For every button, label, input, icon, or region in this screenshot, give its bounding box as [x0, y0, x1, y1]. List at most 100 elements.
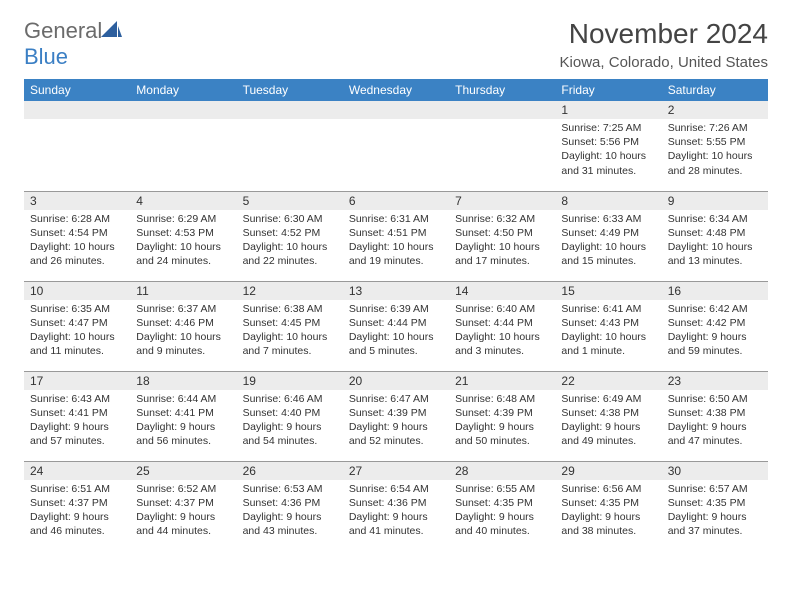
sunset-text: Sunset: 4:39 PM: [349, 406, 443, 420]
calendar-week-row: 1Sunrise: 7:25 AMSunset: 5:56 PMDaylight…: [24, 101, 768, 191]
calendar-day-cell: 22Sunrise: 6:49 AMSunset: 4:38 PMDayligh…: [555, 371, 661, 461]
calendar-table: Sunday Monday Tuesday Wednesday Thursday…: [24, 79, 768, 551]
day-header: Wednesday: [343, 79, 449, 101]
day-header: Saturday: [662, 79, 768, 101]
sunrise-text: Sunrise: 6:30 AM: [243, 212, 337, 226]
daylight-text: Daylight: 10 hours and 15 minutes.: [561, 240, 655, 268]
day-number: 17: [24, 372, 130, 390]
calendar-day-cell: 13Sunrise: 6:39 AMSunset: 4:44 PMDayligh…: [343, 281, 449, 371]
daylight-text: Daylight: 9 hours and 54 minutes.: [243, 420, 337, 448]
sunrise-text: Sunrise: 6:48 AM: [455, 392, 549, 406]
daylight-text: Daylight: 10 hours and 22 minutes.: [243, 240, 337, 268]
sunrise-text: Sunrise: 6:53 AM: [243, 482, 337, 496]
sunset-text: Sunset: 5:55 PM: [668, 135, 762, 149]
sunset-text: Sunset: 5:56 PM: [561, 135, 655, 149]
day-content: Sunrise: 6:43 AMSunset: 4:41 PMDaylight:…: [24, 390, 130, 451]
calendar-day-cell: 19Sunrise: 6:46 AMSunset: 4:40 PMDayligh…: [237, 371, 343, 461]
calendar-day-cell: 25Sunrise: 6:52 AMSunset: 4:37 PMDayligh…: [130, 461, 236, 551]
sunrise-text: Sunrise: 7:25 AM: [561, 121, 655, 135]
sunset-text: Sunset: 4:35 PM: [455, 496, 549, 510]
day-number: 7: [449, 192, 555, 210]
calendar-day-cell: 24Sunrise: 6:51 AMSunset: 4:37 PMDayligh…: [24, 461, 130, 551]
day-number: 18: [130, 372, 236, 390]
day-header: Sunday: [24, 79, 130, 101]
day-content: Sunrise: 6:31 AMSunset: 4:51 PMDaylight:…: [343, 210, 449, 271]
sunset-text: Sunset: 4:38 PM: [561, 406, 655, 420]
calendar-day-cell: 12Sunrise: 6:38 AMSunset: 4:45 PMDayligh…: [237, 281, 343, 371]
calendar-day-cell: 8Sunrise: 6:33 AMSunset: 4:49 PMDaylight…: [555, 191, 661, 281]
daylight-text: Daylight: 9 hours and 44 minutes.: [136, 510, 230, 538]
calendar-week-row: 3Sunrise: 6:28 AMSunset: 4:54 PMDaylight…: [24, 191, 768, 281]
daylight-text: Daylight: 10 hours and 5 minutes.: [349, 330, 443, 358]
day-content: Sunrise: 6:33 AMSunset: 4:49 PMDaylight:…: [555, 210, 661, 271]
sunrise-text: Sunrise: 6:57 AM: [668, 482, 762, 496]
sunset-text: Sunset: 4:52 PM: [243, 226, 337, 240]
day-number: 2: [662, 101, 768, 119]
calendar-day-cell: 5Sunrise: 6:30 AMSunset: 4:52 PMDaylight…: [237, 191, 343, 281]
calendar-day-cell: 7Sunrise: 6:32 AMSunset: 4:50 PMDaylight…: [449, 191, 555, 281]
day-number: 21: [449, 372, 555, 390]
day-content: Sunrise: 6:39 AMSunset: 4:44 PMDaylight:…: [343, 300, 449, 361]
sunset-text: Sunset: 4:48 PM: [668, 226, 762, 240]
daylight-text: Daylight: 9 hours and 43 minutes.: [243, 510, 337, 538]
header: GeneralBlue November 2024 Kiowa, Colorad…: [24, 18, 768, 71]
day-content: Sunrise: 6:42 AMSunset: 4:42 PMDaylight:…: [662, 300, 768, 361]
day-number: [24, 101, 130, 119]
title-block: November 2024 Kiowa, Colorado, United St…: [560, 18, 768, 71]
sunrise-text: Sunrise: 6:56 AM: [561, 482, 655, 496]
day-number: 30: [662, 462, 768, 480]
day-content: Sunrise: 6:34 AMSunset: 4:48 PMDaylight:…: [662, 210, 768, 271]
day-header: Monday: [130, 79, 236, 101]
day-content: Sunrise: 6:47 AMSunset: 4:39 PMDaylight:…: [343, 390, 449, 451]
daylight-text: Daylight: 9 hours and 57 minutes.: [30, 420, 124, 448]
daylight-text: Daylight: 9 hours and 41 minutes.: [349, 510, 443, 538]
day-content: Sunrise: 6:37 AMSunset: 4:46 PMDaylight:…: [130, 300, 236, 361]
sunrise-text: Sunrise: 6:28 AM: [30, 212, 124, 226]
sunrise-text: Sunrise: 6:35 AM: [30, 302, 124, 316]
day-number: 24: [24, 462, 130, 480]
calendar-week-row: 17Sunrise: 6:43 AMSunset: 4:41 PMDayligh…: [24, 371, 768, 461]
sunrise-text: Sunrise: 6:42 AM: [668, 302, 762, 316]
calendar-day-cell: 20Sunrise: 6:47 AMSunset: 4:39 PMDayligh…: [343, 371, 449, 461]
sunset-text: Sunset: 4:37 PM: [30, 496, 124, 510]
sunset-text: Sunset: 4:36 PM: [349, 496, 443, 510]
sunset-text: Sunset: 4:40 PM: [243, 406, 337, 420]
sunrise-text: Sunrise: 6:38 AM: [243, 302, 337, 316]
day-number: 9: [662, 192, 768, 210]
daylight-text: Daylight: 10 hours and 13 minutes.: [668, 240, 762, 268]
day-number: 4: [130, 192, 236, 210]
sunset-text: Sunset: 4:46 PM: [136, 316, 230, 330]
sunrise-text: Sunrise: 6:43 AM: [30, 392, 124, 406]
logo-text-gray: General: [24, 18, 102, 43]
day-number: 16: [662, 282, 768, 300]
calendar-day-cell: 23Sunrise: 6:50 AMSunset: 4:38 PMDayligh…: [662, 371, 768, 461]
day-number: 22: [555, 372, 661, 390]
sunrise-text: Sunrise: 6:55 AM: [455, 482, 549, 496]
calendar-week-row: 24Sunrise: 6:51 AMSunset: 4:37 PMDayligh…: [24, 461, 768, 551]
day-content: Sunrise: 6:28 AMSunset: 4:54 PMDaylight:…: [24, 210, 130, 271]
sunset-text: Sunset: 4:41 PM: [30, 406, 124, 420]
day-content: Sunrise: 7:25 AMSunset: 5:56 PMDaylight:…: [555, 119, 661, 180]
day-header: Tuesday: [237, 79, 343, 101]
day-number: 25: [130, 462, 236, 480]
sunset-text: Sunset: 4:44 PM: [455, 316, 549, 330]
calendar-header-row: Sunday Monday Tuesday Wednesday Thursday…: [24, 79, 768, 101]
day-content: Sunrise: 6:46 AMSunset: 4:40 PMDaylight:…: [237, 390, 343, 451]
sunrise-text: Sunrise: 6:52 AM: [136, 482, 230, 496]
day-content: Sunrise: 6:54 AMSunset: 4:36 PMDaylight:…: [343, 480, 449, 541]
daylight-text: Daylight: 9 hours and 40 minutes.: [455, 510, 549, 538]
daylight-text: Daylight: 9 hours and 46 minutes.: [30, 510, 124, 538]
sunrise-text: Sunrise: 6:49 AM: [561, 392, 655, 406]
calendar-week-row: 10Sunrise: 6:35 AMSunset: 4:47 PMDayligh…: [24, 281, 768, 371]
sunset-text: Sunset: 4:35 PM: [668, 496, 762, 510]
day-content: Sunrise: 6:55 AMSunset: 4:35 PMDaylight:…: [449, 480, 555, 541]
sunset-text: Sunset: 4:53 PM: [136, 226, 230, 240]
daylight-text: Daylight: 10 hours and 17 minutes.: [455, 240, 549, 268]
sunset-text: Sunset: 4:41 PM: [136, 406, 230, 420]
calendar-day-cell: 6Sunrise: 6:31 AMSunset: 4:51 PMDaylight…: [343, 191, 449, 281]
calendar-day-cell: 29Sunrise: 6:56 AMSunset: 4:35 PMDayligh…: [555, 461, 661, 551]
calendar-day-cell: 2Sunrise: 7:26 AMSunset: 5:55 PMDaylight…: [662, 101, 768, 191]
daylight-text: Daylight: 9 hours and 47 minutes.: [668, 420, 762, 448]
calendar-day-cell: [449, 101, 555, 191]
day-number: [237, 101, 343, 119]
